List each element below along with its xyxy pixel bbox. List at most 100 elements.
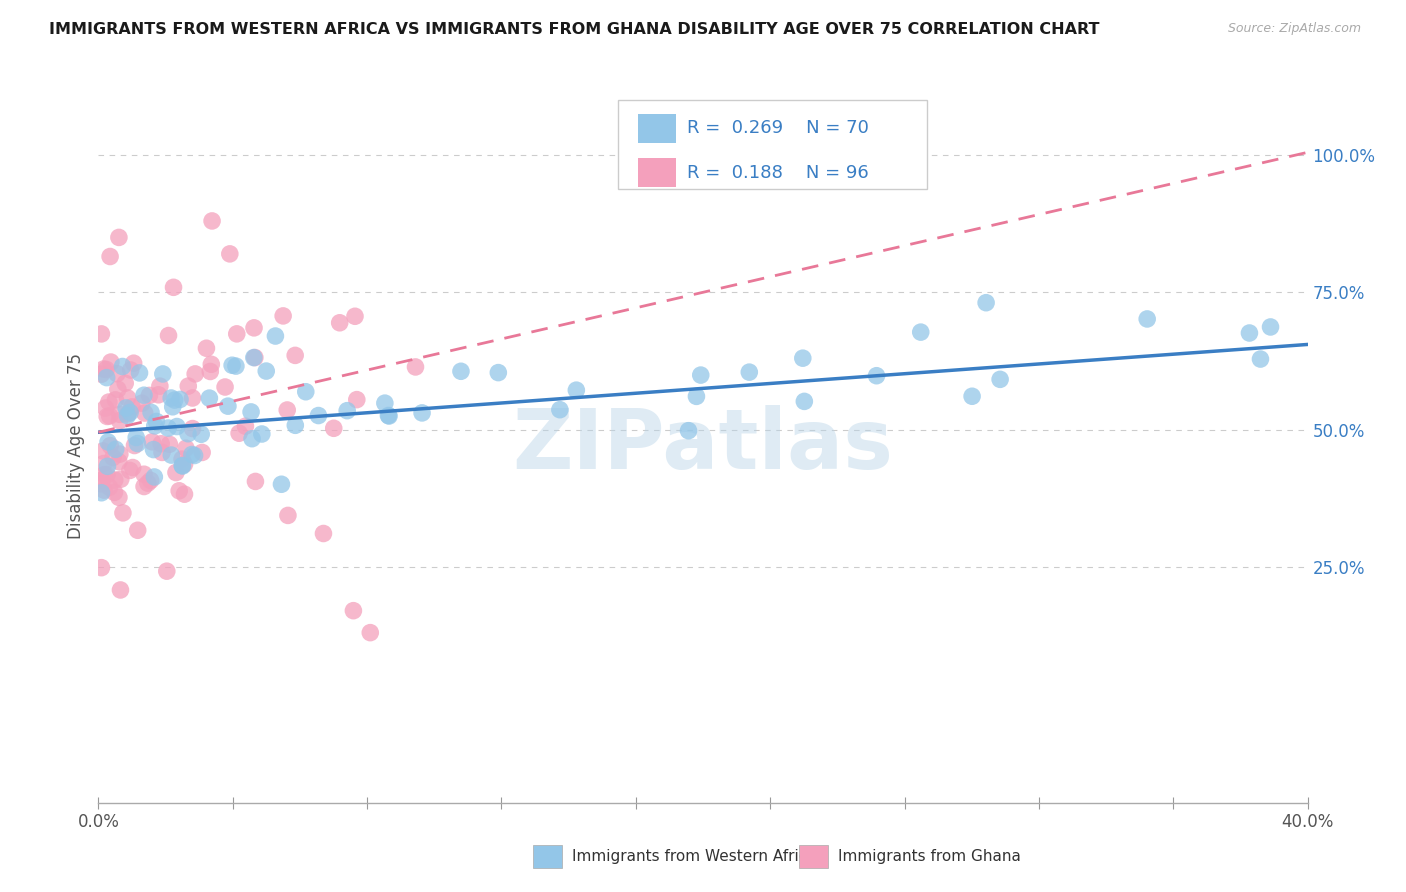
Point	[294, 384, 316, 399]
Point	[190, 427, 212, 442]
Point	[90, 473, 112, 487]
Point	[374, 396, 396, 410]
Point	[167, 483, 190, 498]
Point	[90, 367, 112, 381]
Point	[343, 310, 366, 324]
Point	[378, 409, 401, 423]
FancyBboxPatch shape	[638, 114, 676, 143]
Point	[149, 379, 172, 393]
Point	[346, 392, 368, 407]
FancyBboxPatch shape	[799, 845, 828, 868]
Point	[245, 475, 267, 489]
Point	[910, 325, 932, 339]
Point	[284, 348, 307, 362]
Point	[96, 459, 118, 474]
Point	[322, 421, 344, 435]
Point	[127, 436, 149, 450]
Point	[131, 396, 153, 410]
Point	[156, 564, 179, 578]
Point	[114, 376, 136, 391]
Point	[104, 473, 127, 487]
Point	[174, 442, 197, 456]
Point	[377, 409, 399, 423]
Point	[121, 460, 143, 475]
Point	[184, 367, 207, 381]
Point	[115, 401, 138, 415]
Point	[162, 400, 184, 414]
Point	[111, 506, 134, 520]
FancyBboxPatch shape	[638, 159, 676, 187]
Point	[307, 409, 329, 423]
Point	[163, 393, 186, 408]
Point	[191, 445, 214, 459]
Point	[90, 326, 112, 341]
Point	[91, 444, 114, 458]
Point	[270, 477, 292, 491]
Point	[195, 341, 218, 355]
Text: R =  0.269    N = 70: R = 0.269 N = 70	[688, 120, 869, 137]
Point	[565, 383, 588, 397]
Point	[988, 372, 1011, 386]
Point	[243, 351, 266, 365]
Point	[342, 604, 364, 618]
Point	[108, 447, 131, 461]
Point	[125, 430, 148, 444]
Point	[181, 391, 204, 405]
Point	[284, 418, 307, 433]
Point	[100, 355, 122, 369]
Point	[118, 463, 141, 477]
Point	[228, 426, 250, 441]
Point	[1136, 312, 1159, 326]
Point	[93, 483, 115, 497]
Point	[108, 491, 131, 505]
Y-axis label: Disability Age Over 75: Disability Age Over 75	[66, 353, 84, 539]
Point	[201, 214, 224, 228]
Point	[177, 379, 200, 393]
Point	[198, 391, 221, 405]
Point	[97, 395, 120, 409]
Point	[98, 250, 121, 264]
Point	[94, 401, 117, 415]
Point	[108, 230, 131, 244]
Point	[93, 457, 115, 471]
Point	[200, 357, 222, 371]
Text: IMMIGRANTS FROM WESTERN AFRICA VS IMMIGRANTS FROM GHANA DISABILITY AGE OVER 75 C: IMMIGRANTS FROM WESTERN AFRICA VS IMMIGR…	[49, 22, 1099, 37]
Point	[139, 405, 162, 419]
Point	[90, 560, 112, 574]
Point	[90, 476, 112, 491]
Point	[411, 406, 433, 420]
Point	[974, 295, 997, 310]
Point	[181, 448, 204, 462]
Point	[108, 414, 131, 428]
Point	[96, 370, 118, 384]
Point	[103, 485, 125, 500]
Point	[225, 359, 247, 373]
Point	[157, 421, 180, 435]
Point	[865, 368, 887, 383]
Point	[183, 449, 205, 463]
Point	[240, 432, 263, 446]
Point	[143, 418, 166, 433]
Point	[110, 582, 132, 597]
Point	[128, 366, 150, 380]
Point	[121, 400, 143, 414]
Point	[117, 409, 139, 423]
Point	[960, 389, 983, 403]
Point	[142, 442, 165, 457]
Point	[1239, 326, 1261, 340]
Point	[200, 364, 222, 378]
Point	[141, 434, 163, 449]
Point	[548, 402, 571, 417]
Point	[359, 625, 381, 640]
Point	[792, 351, 814, 366]
Point	[214, 380, 236, 394]
Point	[110, 472, 132, 486]
Point	[107, 455, 129, 469]
Point	[136, 476, 159, 491]
Point	[181, 421, 204, 435]
Point	[225, 326, 247, 341]
Point	[157, 328, 180, 343]
Text: R =  0.188    N = 96: R = 0.188 N = 96	[688, 164, 869, 182]
Point	[111, 359, 134, 374]
Point	[117, 407, 139, 421]
